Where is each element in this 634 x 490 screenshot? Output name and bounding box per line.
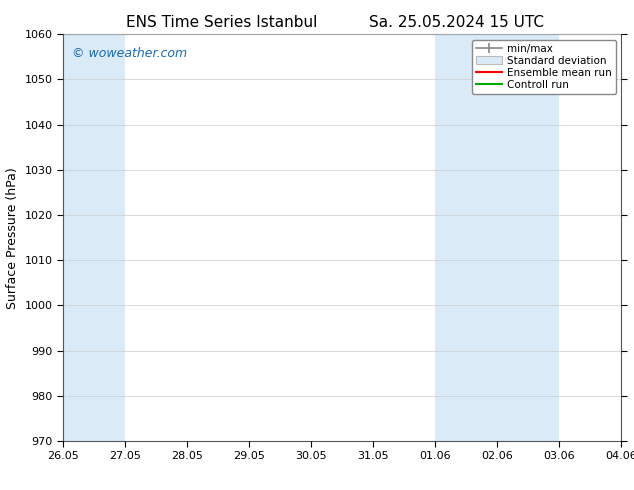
Text: © woweather.com: © woweather.com: [72, 47, 187, 59]
Bar: [63, 34, 126, 441]
Legend: min/max, Standard deviation, Ensemble mean run, Controll run: min/max, Standard deviation, Ensemble me…: [472, 40, 616, 94]
Y-axis label: Surface Pressure (hPa): Surface Pressure (hPa): [6, 167, 19, 309]
Text: Sa. 25.05.2024 15 UTC: Sa. 25.05.2024 15 UTC: [369, 15, 544, 30]
Bar: [621, 34, 634, 441]
Bar: [497, 34, 559, 441]
Bar: [436, 34, 497, 441]
Text: ENS Time Series Istanbul: ENS Time Series Istanbul: [126, 15, 318, 30]
